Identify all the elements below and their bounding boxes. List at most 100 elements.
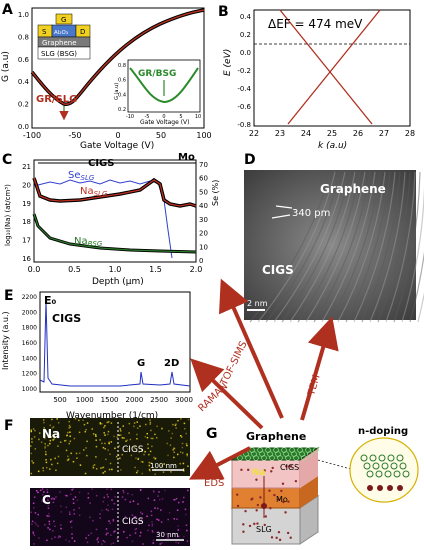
c-dot [102, 539, 105, 542]
c-dot [150, 514, 153, 517]
na-dot [137, 457, 140, 460]
g-graphene-label: Graphene [246, 430, 306, 443]
na-dot [86, 454, 88, 457]
na-dot [108, 442, 111, 445]
c-dot [124, 498, 127, 501]
c-dot [60, 511, 63, 513]
c-dot [85, 537, 87, 539]
na-slg-label: NaSLG [80, 186, 108, 198]
c-dot [173, 499, 175, 501]
na-dot [148, 453, 150, 456]
c-dot [146, 515, 148, 518]
graphene-cell [257, 447, 263, 453]
na-dot [30, 452, 33, 455]
c-dot [129, 501, 131, 503]
na-diffusion-dot [282, 500, 285, 504]
na-dot [103, 426, 105, 429]
na-dot [187, 418, 190, 421]
inset-xticks: -10 -5 0 5 10 [126, 114, 201, 120]
c-dot [158, 491, 160, 493]
na-diffusion-dot [259, 496, 262, 499]
na-dot [121, 437, 124, 439]
b-yt-tick-2: -0.4 [237, 85, 251, 93]
c-dot [111, 499, 113, 501]
g-mo-label: Mo [276, 495, 288, 504]
na-dot [123, 437, 125, 439]
c-dot [114, 530, 116, 532]
tem-fringe [337, 171, 386, 323]
na-dot [104, 434, 106, 436]
a-in-yt-tick-3: 0.8 [118, 63, 126, 69]
c-dot [47, 496, 49, 499]
c-dot [152, 542, 155, 544]
na-dot [182, 468, 185, 470]
na-dot [69, 435, 71, 437]
tem-fringe [353, 171, 396, 323]
a-yt-tick-1: 0.2 [18, 101, 29, 109]
na-dot [181, 442, 184, 445]
na-dot [149, 423, 151, 425]
na-dot [144, 435, 147, 438]
na-diffusion-dot [256, 503, 260, 507]
b-yt-tick-5: 0.2 [240, 31, 251, 39]
tof-sims-label: TOF-SIMS [218, 340, 249, 389]
na-map-dots [30, 418, 190, 476]
na-dot [43, 435, 46, 437]
na-dot [170, 437, 172, 439]
c-yt-tick-4: 20 [22, 181, 31, 189]
c-dot [97, 541, 99, 543]
na-dot [126, 439, 128, 442]
na-diffusion-dot [275, 536, 278, 540]
c-yr-tick-1: 10 [199, 243, 208, 251]
na-dot [73, 437, 76, 440]
c-yt-tick-2: 18 [22, 218, 31, 226]
tem-fringe [297, 171, 361, 323]
panel-b-xticks: 22 23 24 25 26 27 28 [249, 129, 415, 138]
na-dot [45, 453, 47, 456]
c-dot [48, 523, 51, 525]
c-dot [73, 540, 76, 542]
panel-b: B ΔEF = 474 meV -0.8 -0.6 -0.4 -0.2 0.0 0.2 0.… [218, 4, 415, 151]
na-diffusion-dot [270, 470, 273, 473]
a-in-xt-tick-2: 0 [162, 114, 165, 120]
na-slg-curve [33, 177, 197, 207]
c-yr-tick-3: 30 [199, 216, 208, 224]
panel-c-axes [33, 159, 197, 263]
tem-fringe [393, 171, 421, 323]
c-dot [126, 536, 128, 539]
na-marker [261, 503, 267, 509]
c-dot [72, 488, 75, 490]
e-xt-tick-4: 2500 [150, 396, 168, 404]
a-yt-tick-5: 1.0 [18, 11, 29, 19]
na-dot [177, 419, 179, 422]
na-diffusion-dot [284, 511, 287, 514]
a-in-xt-tick-0: -10 [126, 114, 134, 120]
region-mo: Mo [178, 152, 195, 163]
panel-g-letter: G [206, 426, 218, 442]
oxide-label: Al₂O₃ [54, 30, 68, 36]
na-dot [161, 427, 163, 430]
c-dot [52, 501, 55, 504]
eds-c-cigs: CIGS [122, 517, 144, 527]
na-dot [47, 444, 49, 447]
c-dot [150, 510, 153, 513]
na-dot [180, 418, 182, 420]
tem-lattice-fringes [249, 171, 424, 323]
panel-e-xlabel: Wavenumber (1/cm) [66, 411, 158, 421]
na-dot [33, 436, 36, 438]
graphene-cell [305, 447, 311, 453]
na-dot [99, 439, 101, 441]
na-dot [122, 425, 124, 427]
c-yr-tick-4: 40 [199, 202, 208, 210]
na-dot [150, 429, 152, 432]
c-xt-tick-0: 0.0 [28, 265, 41, 274]
na-dot [138, 451, 140, 453]
na-dot [45, 466, 48, 469]
na-dot [109, 453, 111, 455]
callout-line [317, 459, 355, 471]
c-xt-tick-4: 2.0 [190, 265, 203, 274]
na-dot [72, 460, 75, 463]
c-dot [161, 542, 163, 544]
c-dot [156, 518, 158, 521]
na-dot [44, 437, 46, 440]
